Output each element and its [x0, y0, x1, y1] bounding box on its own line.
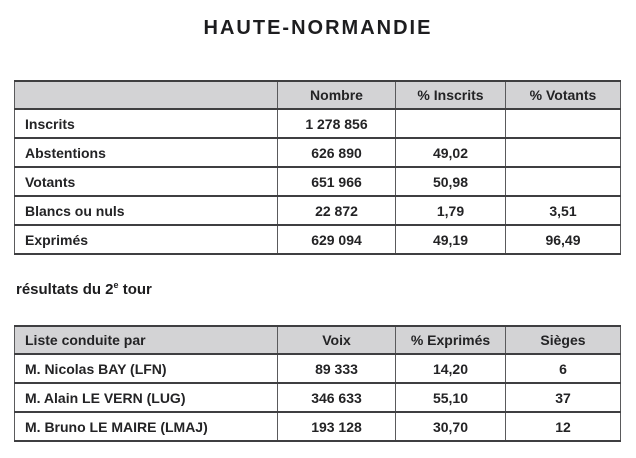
results-table: Liste conduite par Voix % Exprimés Siège… — [14, 325, 621, 442]
value-cell: 96,49 — [505, 224, 621, 255]
subtitle-prefix: résultats du 2 — [16, 281, 114, 298]
value-cell — [505, 166, 621, 197]
results-header-row: Liste conduite par Voix % Exprimés Siège… — [14, 325, 621, 355]
row-label-cell: M. Nicolas BAY (LFN) — [14, 353, 278, 384]
section-subtitle: résultats du 2e tour — [16, 280, 152, 299]
value-cell: 55,10 — [395, 382, 506, 413]
row-label-cell: Votants — [14, 166, 278, 197]
results-header-voix: Voix — [277, 325, 396, 355]
participation-table: Nombre % Inscrits % Votants Inscrits 1 27… — [14, 80, 621, 255]
value-cell: 629 094 — [277, 224, 396, 255]
row-label-cell: M. Alain LE VERN (LUG) — [14, 382, 278, 413]
value-cell: 6 — [505, 353, 621, 384]
value-cell — [505, 108, 621, 139]
results-header-liste: Liste conduite par — [14, 325, 278, 355]
results-header-pct-exprimes: % Exprimés — [395, 325, 506, 355]
participation-header-nombre: Nombre — [277, 80, 396, 110]
results-header-sieges: Sièges — [505, 325, 621, 355]
value-cell: 49,19 — [395, 224, 506, 255]
value-cell: 14,20 — [395, 353, 506, 384]
row-label-cell: M. Bruno LE MAIRE (LMAJ) — [14, 411, 278, 442]
table-row: Exprimés 629 094 49,19 96,49 — [14, 224, 621, 255]
value-cell: 626 890 — [277, 137, 396, 168]
table-row: Inscrits 1 278 856 — [14, 108, 621, 139]
value-cell: 49,02 — [395, 137, 506, 168]
value-cell: 12 — [505, 411, 621, 442]
row-label-cell: Exprimés — [14, 224, 278, 255]
subtitle-superscript: e — [113, 280, 119, 290]
value-cell: 50,98 — [395, 166, 506, 197]
subtitle-suffix: tour — [118, 281, 152, 298]
table-row: M. Bruno LE MAIRE (LMAJ) 193 128 30,70 12 — [14, 411, 621, 442]
row-label-cell: Inscrits — [14, 108, 278, 139]
value-cell: 3,51 — [505, 195, 621, 226]
value-cell — [395, 108, 506, 139]
page-title: HAUTE-NORMANDIE — [203, 17, 433, 39]
table-row: Votants 651 966 50,98 — [14, 166, 621, 197]
value-cell: 193 128 — [277, 411, 396, 442]
value-cell: 89 333 — [277, 353, 396, 384]
table-row: Blancs ou nuls 22 872 1,79 3,51 — [14, 195, 621, 226]
value-cell: 1 278 856 — [277, 108, 396, 139]
table-row: M. Alain LE VERN (LUG) 346 633 55,10 37 — [14, 382, 621, 413]
value-cell: 37 — [505, 382, 621, 413]
row-label-cell: Abstentions — [14, 137, 278, 168]
value-cell: 30,70 — [395, 411, 506, 442]
value-cell: 1,79 — [395, 195, 506, 226]
table-row: Abstentions 626 890 49,02 — [14, 137, 621, 168]
value-cell: 651 966 — [277, 166, 396, 197]
value-cell — [505, 137, 621, 168]
participation-header-pct-inscrits: % Inscrits — [395, 80, 506, 110]
table-row: M. Nicolas BAY (LFN) 89 333 14,20 6 — [14, 353, 621, 384]
row-label-cell: Blancs ou nuls — [14, 195, 278, 226]
participation-header-empty — [14, 80, 278, 110]
value-cell: 22 872 — [277, 195, 396, 226]
participation-header-pct-votants: % Votants — [505, 80, 621, 110]
participation-header-row: Nombre % Inscrits % Votants — [14, 80, 621, 110]
value-cell: 346 633 — [277, 382, 396, 413]
